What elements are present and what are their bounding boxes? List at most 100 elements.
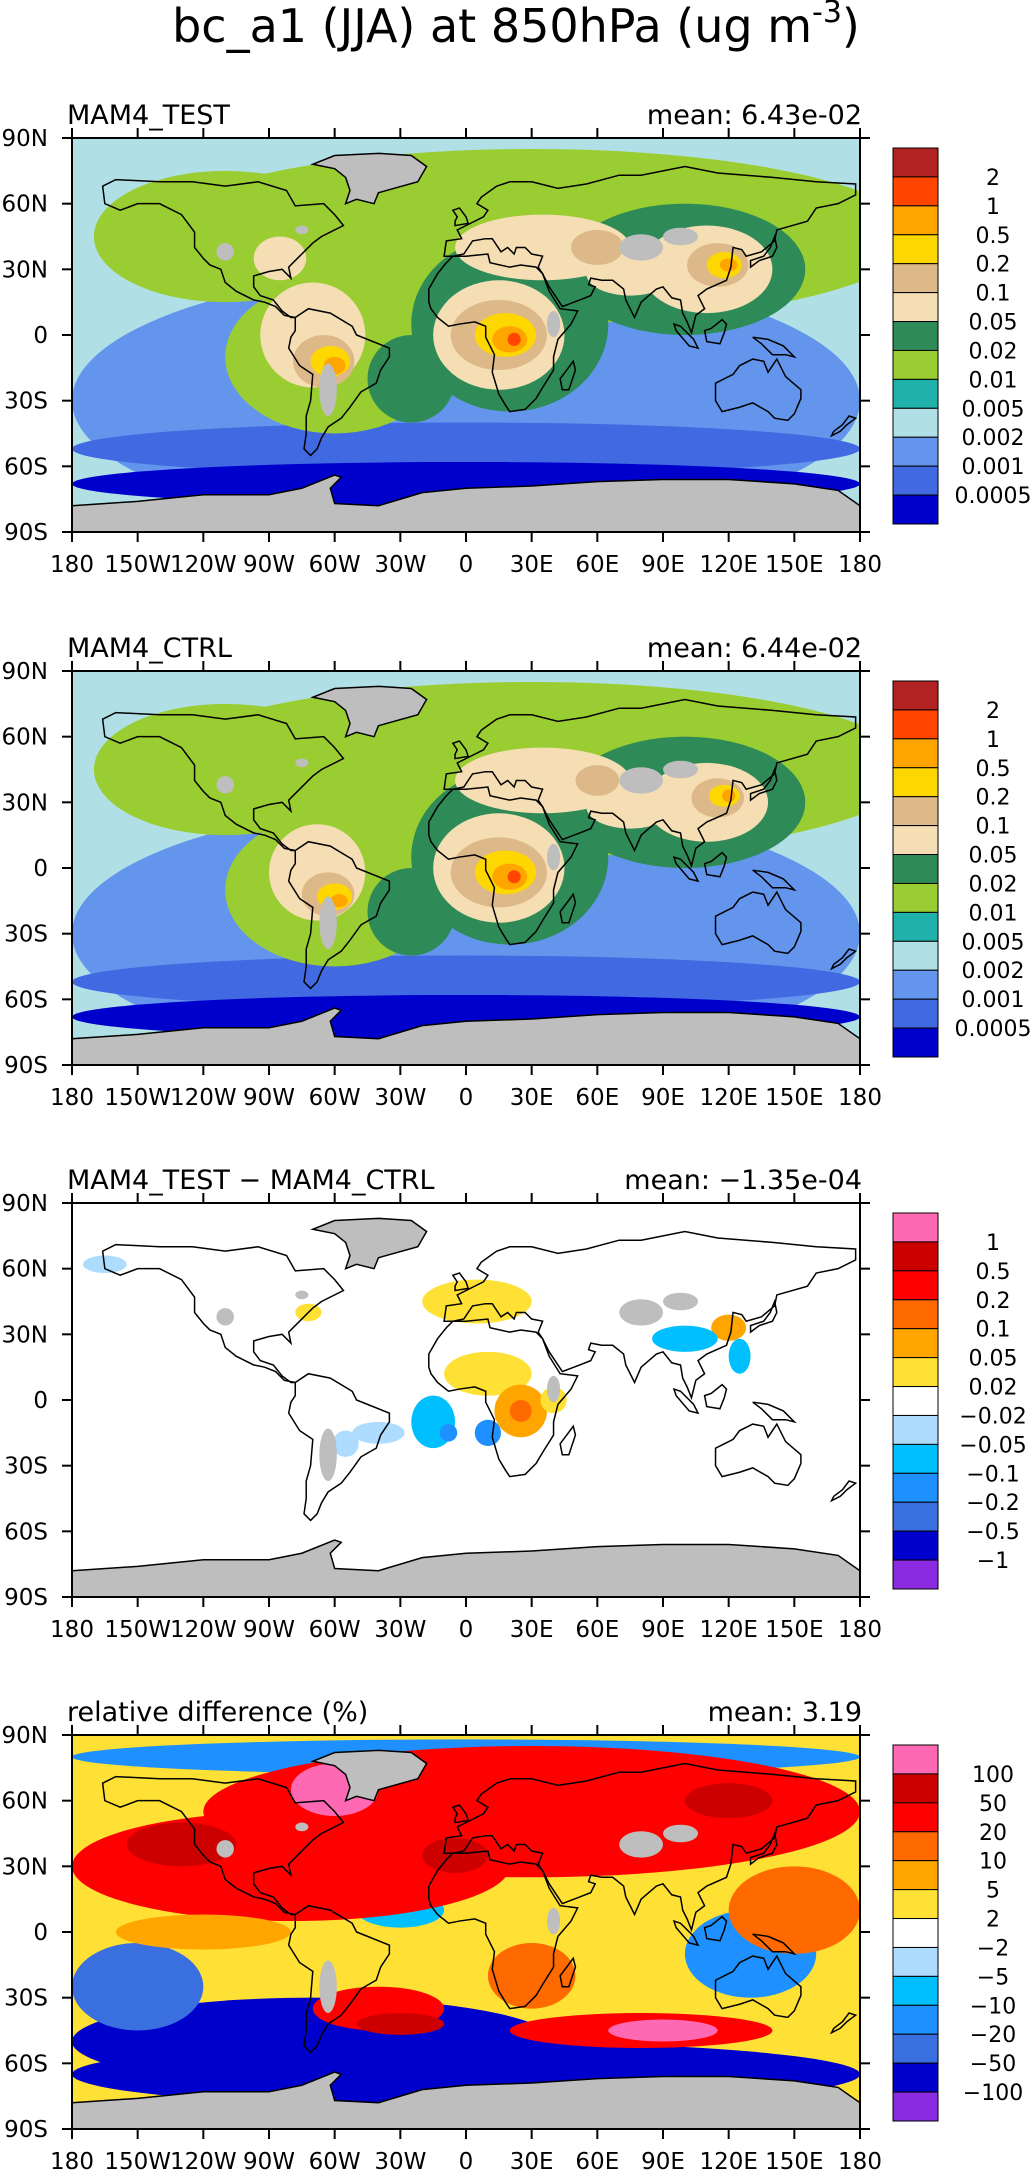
colorbar-label: 0.1 bbox=[976, 282, 1011, 307]
colorbar: 2 1 0.5 0.2 0.1 0.05 0.02 0.01 0.005 0.002 0.001 0.… bbox=[892, 147, 1031, 525]
coastline-newZealand bbox=[829, 2012, 858, 2035]
coastline-newGuinea bbox=[752, 1401, 797, 1424]
missing-data-region bbox=[619, 234, 663, 261]
contour-region bbox=[72, 422, 860, 476]
missing-data-region bbox=[312, 1218, 427, 1269]
colorbar-swatch bbox=[892, 407, 939, 438]
panel-mean: mean: 6.44e-02 bbox=[647, 633, 862, 664]
contour-region bbox=[455, 747, 631, 814]
missing-data-region bbox=[663, 1824, 699, 1843]
y-tick-label: 30S bbox=[4, 922, 48, 948]
y-tick-label: 90N bbox=[2, 126, 48, 152]
coastline-uk bbox=[451, 1804, 470, 1824]
x-tick-label: 60E bbox=[575, 552, 619, 578]
x-tick-label: 90E bbox=[641, 2149, 685, 2175]
colorbar-label: 20 bbox=[979, 1821, 1007, 1846]
x-tick-label: 30E bbox=[510, 1617, 554, 1643]
coastline-northAmerica bbox=[101, 711, 345, 852]
panel-title: MAM4_TEST bbox=[67, 100, 230, 131]
coastline-northAmerica bbox=[101, 178, 345, 319]
x-tick-label: 150E bbox=[765, 1085, 823, 1111]
x-tick-label: 180 bbox=[50, 1085, 94, 1111]
figure-title-close: ) bbox=[842, 0, 860, 53]
figure-title: bc_a1 (JJA) at 850hPa (ug m-3) bbox=[172, 0, 860, 53]
colorbar-label: −0.05 bbox=[959, 1433, 1026, 1458]
contour-region bbox=[487, 1942, 576, 2009]
contour-region bbox=[507, 870, 521, 884]
y-tick-label: 0 bbox=[33, 1920, 48, 1946]
coastline-newGuinea bbox=[752, 336, 797, 359]
x-tick-label: 120E bbox=[699, 1617, 757, 1643]
colorbar-label: 0.005 bbox=[962, 397, 1025, 422]
x-tick-label: 60W bbox=[309, 2149, 361, 2175]
x-tick-label: 90W bbox=[243, 1085, 295, 1111]
contour-region bbox=[330, 894, 348, 908]
x-tick-label: 60E bbox=[575, 1085, 619, 1111]
x-tick-label: 0 bbox=[459, 1085, 474, 1111]
x-tick-label: 150W bbox=[104, 552, 171, 578]
coastline-greenland bbox=[310, 685, 428, 738]
contour-region bbox=[711, 1314, 747, 1341]
chart-panel-MAM4_CTRL: MAM4_CTRL mean: 6.44e-02 180 150W 120W 90W 60W… bbox=[2, 633, 1032, 1111]
colorbar: 100 50 20 10 5 2 −2 −5 −10 −20 −50 −100 bbox=[892, 1744, 1023, 2122]
coastline-borneo bbox=[703, 318, 728, 345]
x-tick-label: 120W bbox=[170, 552, 237, 578]
colorbar-swatch bbox=[892, 2062, 939, 2093]
missing-data-region bbox=[619, 1299, 663, 1326]
colorbar-swatch bbox=[892, 1501, 939, 1532]
x-tick-label: 60E bbox=[575, 1617, 619, 1643]
coastline-uk bbox=[451, 740, 470, 760]
missing-data-region bbox=[312, 1750, 427, 1801]
colorbar-label: 0.05 bbox=[969, 844, 1018, 869]
colorbar-label: 0.02 bbox=[969, 1376, 1018, 1401]
x-tick-label: 180 bbox=[50, 552, 94, 578]
colorbar-label: 0.05 bbox=[969, 311, 1018, 336]
colorbar: 2 1 0.5 0.2 0.1 0.05 0.02 0.01 0.005 0.002 0.001 0.… bbox=[892, 680, 1031, 1058]
x-tick-label: 120W bbox=[170, 1085, 237, 1111]
coastline-southAmerica bbox=[287, 1904, 391, 2054]
colorbar: 1 0.5 0.2 0.1 0.05 0.02 −0.02 −0.05 −0.1 −0.2 −0.5… bbox=[892, 1212, 1027, 1590]
coastline-australia bbox=[714, 1954, 802, 2019]
x-tick-label: 60E bbox=[575, 2149, 619, 2175]
coastline-japan bbox=[749, 1298, 778, 1334]
coastline-antarctica bbox=[72, 1539, 860, 1572]
colorbar-swatch bbox=[892, 1889, 939, 1920]
x-tick-label: 90E bbox=[641, 1085, 685, 1111]
colorbar-swatch bbox=[892, 2033, 939, 2064]
x-tick-label: 120E bbox=[699, 1085, 757, 1111]
panel-title: MAM4_TEST − MAM4_CTRL bbox=[67, 1165, 435, 1196]
coastline-antarctica bbox=[72, 2071, 860, 2104]
missing-data-region bbox=[216, 1308, 234, 1326]
colorbar-swatch bbox=[892, 1773, 939, 1804]
colorbar-swatch bbox=[892, 1241, 939, 1272]
contour-region bbox=[684, 1783, 773, 1819]
coastline-antarctica bbox=[72, 1007, 860, 1040]
x-tick-label: 30E bbox=[510, 552, 554, 578]
colorbar-swatch bbox=[892, 321, 939, 351]
y-tick-label: 30N bbox=[2, 790, 48, 816]
missing-data-region bbox=[619, 767, 663, 794]
x-tick-label: 150E bbox=[765, 2149, 823, 2175]
contour-region bbox=[455, 214, 631, 281]
coastline-northAmerica bbox=[101, 1243, 345, 1384]
coastline-sumatra bbox=[672, 1387, 700, 1415]
colorbar-swatch bbox=[892, 1975, 939, 2006]
x-tick-label: 180 bbox=[50, 1617, 94, 1643]
missing-data-region bbox=[546, 843, 561, 871]
colorbar-swatch bbox=[892, 234, 939, 265]
x-tick-label: 180 bbox=[838, 2149, 882, 2175]
colorbar-swatch bbox=[892, 1386, 939, 1416]
y-tick-label: 0 bbox=[33, 856, 48, 882]
colorbar-swatch bbox=[892, 263, 939, 294]
y-tick-label: 30S bbox=[4, 1986, 48, 2012]
colorbar-label: 0.2 bbox=[976, 253, 1011, 278]
x-tick-label: 150W bbox=[104, 1617, 171, 1643]
colorbar-label: 0.005 bbox=[962, 930, 1025, 955]
colorbar-label: 0.02 bbox=[969, 872, 1018, 897]
panel-title: MAM4_CTRL bbox=[67, 633, 232, 664]
contour-region bbox=[126, 1822, 237, 1867]
colorbar-label: 0.001 bbox=[962, 988, 1025, 1013]
x-tick-label: 30W bbox=[374, 1617, 426, 1643]
coastline-greenland bbox=[310, 1749, 428, 1802]
y-tick-label: 30N bbox=[2, 1322, 48, 1348]
